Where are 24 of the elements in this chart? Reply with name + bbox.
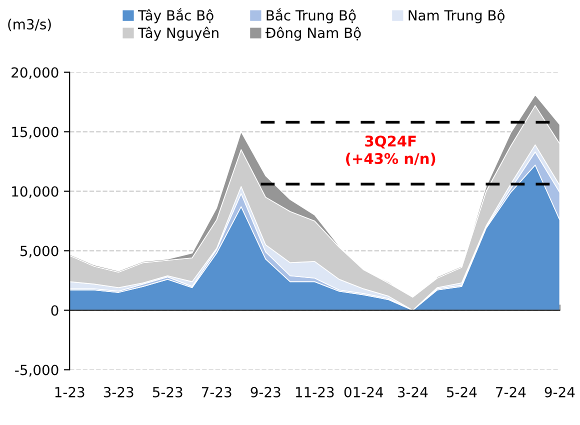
x-tick-label: 3-23 <box>104 386 134 398</box>
x-tick-label: 3-24 <box>398 386 428 398</box>
x-tick-label: 01-24 <box>344 386 384 398</box>
x-tick-label: 5-23 <box>152 386 182 398</box>
y-axis-title: (m3/s) <box>8 18 51 32</box>
x-tick-label: 7-23 <box>202 386 232 398</box>
y-tick-label: 5,000 <box>20 246 58 258</box>
x-tick-label: 7-24 <box>496 386 526 398</box>
x-tick-label: 11-23 <box>296 386 334 398</box>
legend-label: Tây Nguyên <box>138 26 218 41</box>
legend-label: Nam Trung Bộ <box>408 9 504 24</box>
y-tick-label: 0 <box>51 305 58 316</box>
y-tick-label: -5,000 <box>15 364 58 377</box>
x-tick-label: 9-23 <box>250 386 280 398</box>
x-tick-label: 9-24 <box>544 386 575 398</box>
annotation: 3Q24F (+43% n/n) <box>346 136 436 166</box>
y-tick-label: 10,000 <box>12 186 58 198</box>
y-tick-label: 15,000 <box>12 126 58 139</box>
legend-label: Bắc Trung Bộ <box>266 8 356 24</box>
legend-label: Đông Nam Bộ <box>265 26 361 41</box>
y-tick-label: 20,000 <box>12 67 58 80</box>
x-tick-label: 1-23 <box>55 386 84 398</box>
legend-label: Tây Bắc Bộ <box>138 8 214 24</box>
x-tick-label: 5-24 <box>446 386 477 398</box>
